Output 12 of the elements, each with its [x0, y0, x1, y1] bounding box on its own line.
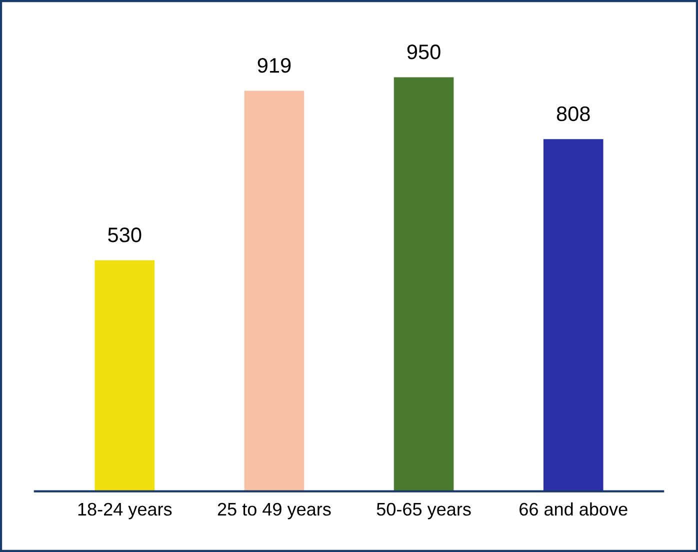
x-tick-label: 50-65 years	[376, 502, 471, 520]
x-tick-label: 66 and above	[520, 502, 628, 516]
bar	[543, 139, 604, 492]
data-label: 530	[108, 228, 142, 242]
bar	[244, 90, 304, 492]
x-tick-label: 25 to 49 years	[218, 502, 331, 520]
data-label: 950	[407, 44, 440, 60]
x-tick-label: 18-24 years	[78, 502, 172, 520]
bar	[94, 260, 155, 492]
data-label: 808	[556, 106, 590, 122]
bar	[394, 77, 454, 492]
data-label: 919	[258, 58, 291, 73]
